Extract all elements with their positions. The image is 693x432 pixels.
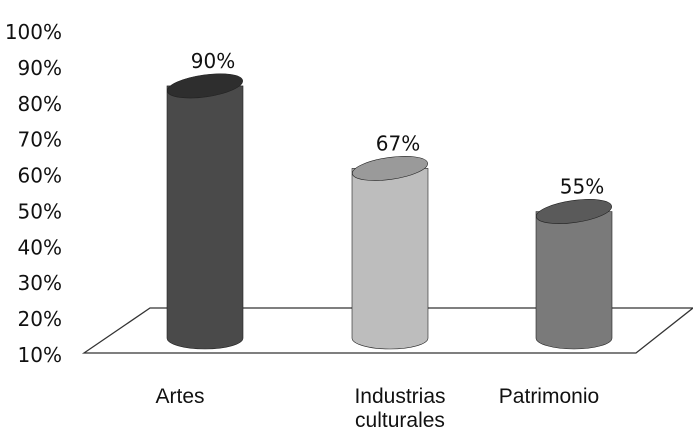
y-tick-label: 80% bbox=[18, 92, 62, 116]
y-tick-label: 50% bbox=[18, 199, 62, 223]
y-tick-label: 40% bbox=[18, 235, 62, 259]
y-tick-label: 70% bbox=[18, 128, 62, 152]
floor-outline bbox=[81, 307, 693, 354]
y-tick-label: 90% bbox=[18, 56, 62, 80]
category-label: Industrias bbox=[354, 385, 445, 408]
y-tick-label: 30% bbox=[18, 271, 62, 295]
bar-body bbox=[166, 85, 244, 350]
chart-floor bbox=[81, 307, 693, 354]
category-label: culturales bbox=[355, 409, 445, 432]
y-tick-label: 100% bbox=[5, 20, 62, 44]
data-label: 55% bbox=[560, 175, 604, 199]
category-label: Artes bbox=[155, 385, 204, 408]
data-label: 67% bbox=[376, 131, 420, 155]
bar-top bbox=[352, 156, 428, 181]
bar-top bbox=[536, 199, 612, 224]
y-tick-label: 60% bbox=[18, 164, 62, 188]
y-tick-label: 10% bbox=[18, 343, 62, 367]
bar-body bbox=[351, 168, 429, 350]
bar-top bbox=[167, 73, 243, 99]
bar bbox=[535, 199, 613, 350]
bar bbox=[351, 156, 429, 350]
data-label: 90% bbox=[191, 49, 235, 73]
bar bbox=[166, 73, 244, 350]
data-labels-group: 90% 67% 55% bbox=[191, 49, 604, 199]
category-label: Patrimonio bbox=[499, 385, 599, 408]
bars-group bbox=[166, 73, 613, 350]
bar-body bbox=[535, 211, 613, 350]
y-axis: 10% 20% 30% 40% 50% 60% 70% 80% 90% 100% bbox=[5, 20, 62, 367]
y-tick-label: 20% bbox=[18, 307, 62, 331]
